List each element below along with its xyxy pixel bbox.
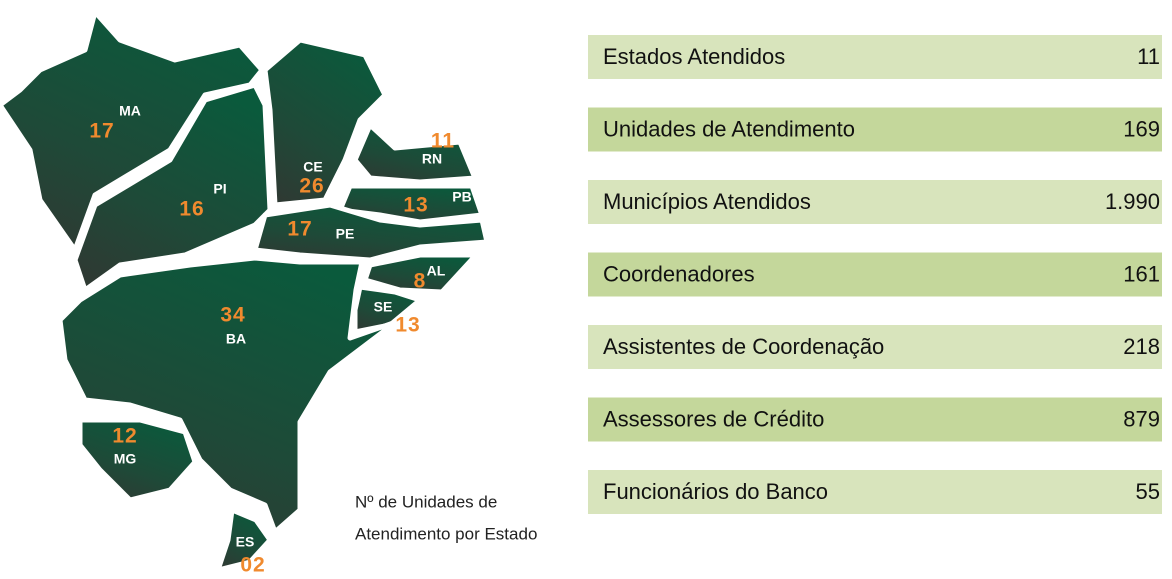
table-row [588,470,1162,514]
caption: Nº de Unidades de [355,492,497,511]
row-value: 1.990 [1105,189,1160,214]
state-abbr: PE [336,226,355,242]
row-label: Estados Atendidos [603,44,785,69]
state-count: 8 [414,270,427,293]
state-count: 11 [431,130,455,153]
state-count: 17 [89,120,114,143]
state-abbr: RN [422,151,442,167]
state-count: 26 [299,175,324,198]
state-shape [262,37,388,208]
state-count: 17 [287,218,312,241]
state-abbr: MG [114,451,137,467]
row-label: Assistentes de Coordenação [603,334,884,359]
row-value: 161 [1123,261,1160,286]
row-label: Assessores de Crédito [603,406,824,431]
state-abbr: CE [303,159,322,175]
row-value: 879 [1123,406,1160,431]
map [0,9,490,573]
table-row [588,180,1162,224]
state-abbr: ES [236,534,255,550]
row-value: 55 [1136,479,1160,504]
state-shape [72,82,273,293]
state-labels: MA17PI16CE26RN11PB13PE17AL8SE13BA34MG12E… [89,103,471,577]
state-count: 02 [240,554,265,574]
state-abbr: AL [427,263,446,279]
state-abbr: BA [226,331,246,347]
table-row [588,397,1162,442]
state-abbr: SE [374,299,393,315]
row-label: Funcionários do Banco [603,479,828,504]
table-row [588,325,1162,369]
state-abbr: MA [119,103,141,119]
row-value: 11 [1137,44,1160,69]
state-count: 13 [403,194,428,217]
table-row [588,252,1162,297]
table-row [588,107,1162,152]
row-label: Coordenadores [603,261,755,286]
row-value: 169 [1123,116,1160,141]
state-shape [362,252,479,295]
state-shape [0,9,265,253]
state-count: 13 [395,314,420,337]
row-value: 218 [1123,334,1160,359]
caption: Atendimento por Estado [355,524,537,543]
state-count: 34 [220,304,245,327]
table-row [588,35,1162,79]
state-shape [352,122,478,185]
state-shape [252,202,490,263]
state-count: 16 [179,198,204,221]
row-label: Municípios Atendidos [603,189,811,214]
table: Estados Atendidos 11 Unidades de Atendimen… [588,35,1162,514]
state-abbr: PI [213,181,226,197]
state-shape [57,255,399,535]
state-shape [215,507,273,573]
state-abbr: PB [452,189,471,205]
row-label: Unidades de Atendimento [603,116,855,141]
state-count: 12 [112,425,137,448]
state-shape [77,417,198,503]
